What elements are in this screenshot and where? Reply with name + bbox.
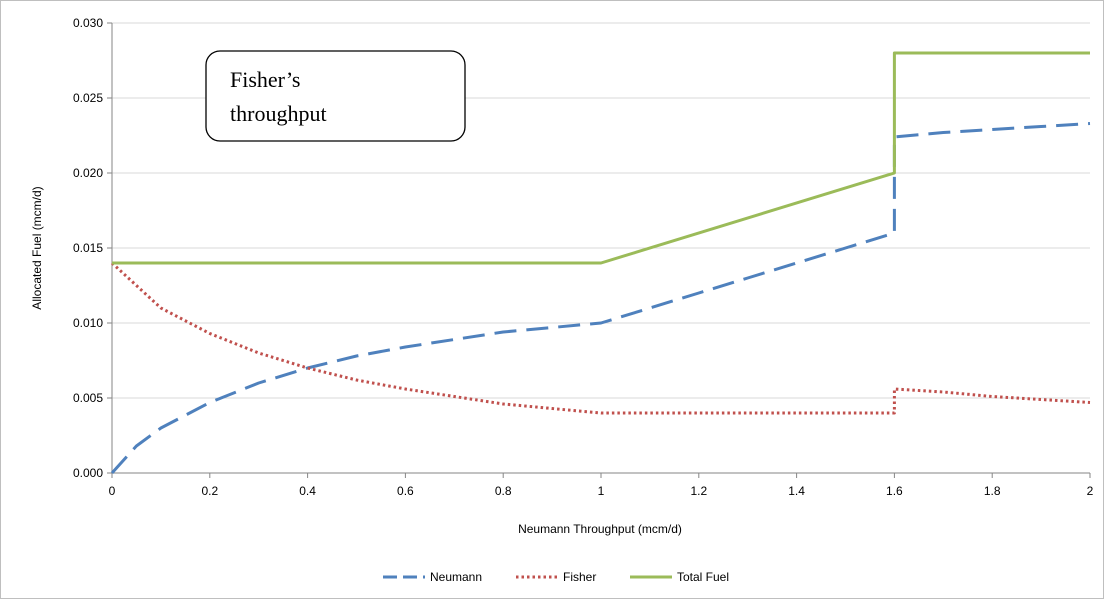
series-line-total-fuel — [112, 51, 1090, 265]
x-tick-label: 1.4 — [788, 484, 805, 498]
y-axis-title: Allocated Fuel (mcm/d) — [30, 186, 44, 309]
y-tick-label: 0.005 — [73, 391, 103, 405]
series-line-neumann — [110, 122, 1091, 475]
annotation-line-1: Fisher’s — [230, 67, 301, 92]
axes — [107, 22, 1091, 478]
x-tick-label: 1.2 — [690, 484, 707, 498]
annotation-line-2: throughput — [230, 101, 327, 126]
x-tick-label: 0 — [109, 484, 116, 498]
y-axis-ticks: 0.000 0.005 0.010 0.015 0.020 0.025 0.030 — [73, 16, 103, 480]
x-tick-label: 0.8 — [495, 484, 512, 498]
series-lines — [110, 51, 1091, 475]
x-tick-label: 1 — [598, 484, 605, 498]
x-axis-ticks: 0 0.2 0.4 0.6 0.8 1 1.2 1.4 1.6 1.8 2 — [109, 484, 1094, 498]
x-tick-label: 0.2 — [201, 484, 218, 498]
x-tick-label: 2 — [1087, 484, 1094, 498]
y-tick-label: 0.020 — [73, 166, 103, 180]
y-tick-label: 0.030 — [73, 16, 103, 30]
x-tick-label: 1.6 — [886, 484, 903, 498]
x-tick-label: 0.4 — [299, 484, 316, 498]
annotation-box: Fisher’s throughput — [205, 50, 466, 142]
series-line-fisher — [110, 261, 1091, 415]
y-tick-label: 0.025 — [73, 91, 103, 105]
legend: Neumann Fisher Total Fuel — [383, 570, 729, 584]
x-tick-label: 0.6 — [397, 484, 414, 498]
legend-label-neumann: Neumann — [430, 570, 482, 584]
y-tick-label: 0.000 — [73, 466, 103, 480]
annotation-border — [205, 50, 466, 142]
legend-label-total-fuel: Total Fuel — [677, 570, 729, 584]
x-tick-label: 1.8 — [984, 484, 1001, 498]
y-tick-label: 0.015 — [73, 241, 103, 255]
legend-label-fisher: Fisher — [563, 570, 596, 584]
x-axis-title: Neumann Throughput (mcm/d) — [518, 522, 682, 536]
y-tick-label: 0.010 — [73, 316, 103, 330]
